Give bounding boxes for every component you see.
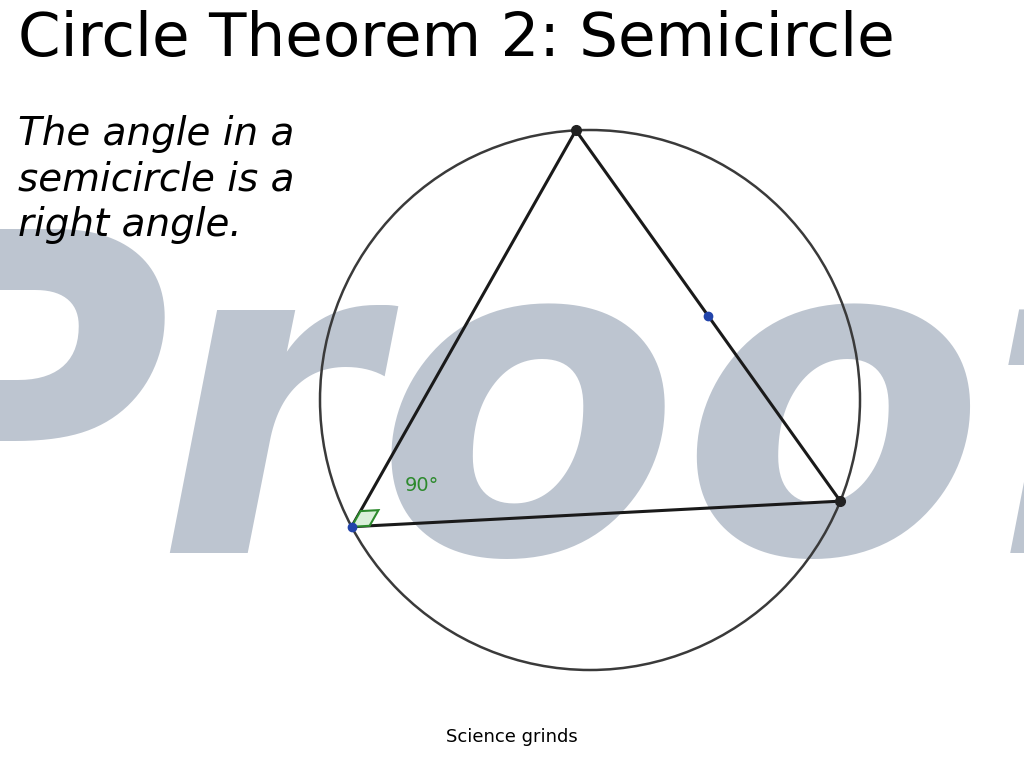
- Text: The angle in a
semicircle is a
right angle.: The angle in a semicircle is a right ang…: [18, 115, 295, 244]
- Text: 90°: 90°: [404, 476, 438, 495]
- Polygon shape: [351, 510, 379, 527]
- Text: Proof: Proof: [0, 215, 1024, 645]
- Text: Science grinds: Science grinds: [446, 728, 578, 746]
- Text: Circle Theorem 2: Semicircle: Circle Theorem 2: Semicircle: [18, 10, 895, 69]
